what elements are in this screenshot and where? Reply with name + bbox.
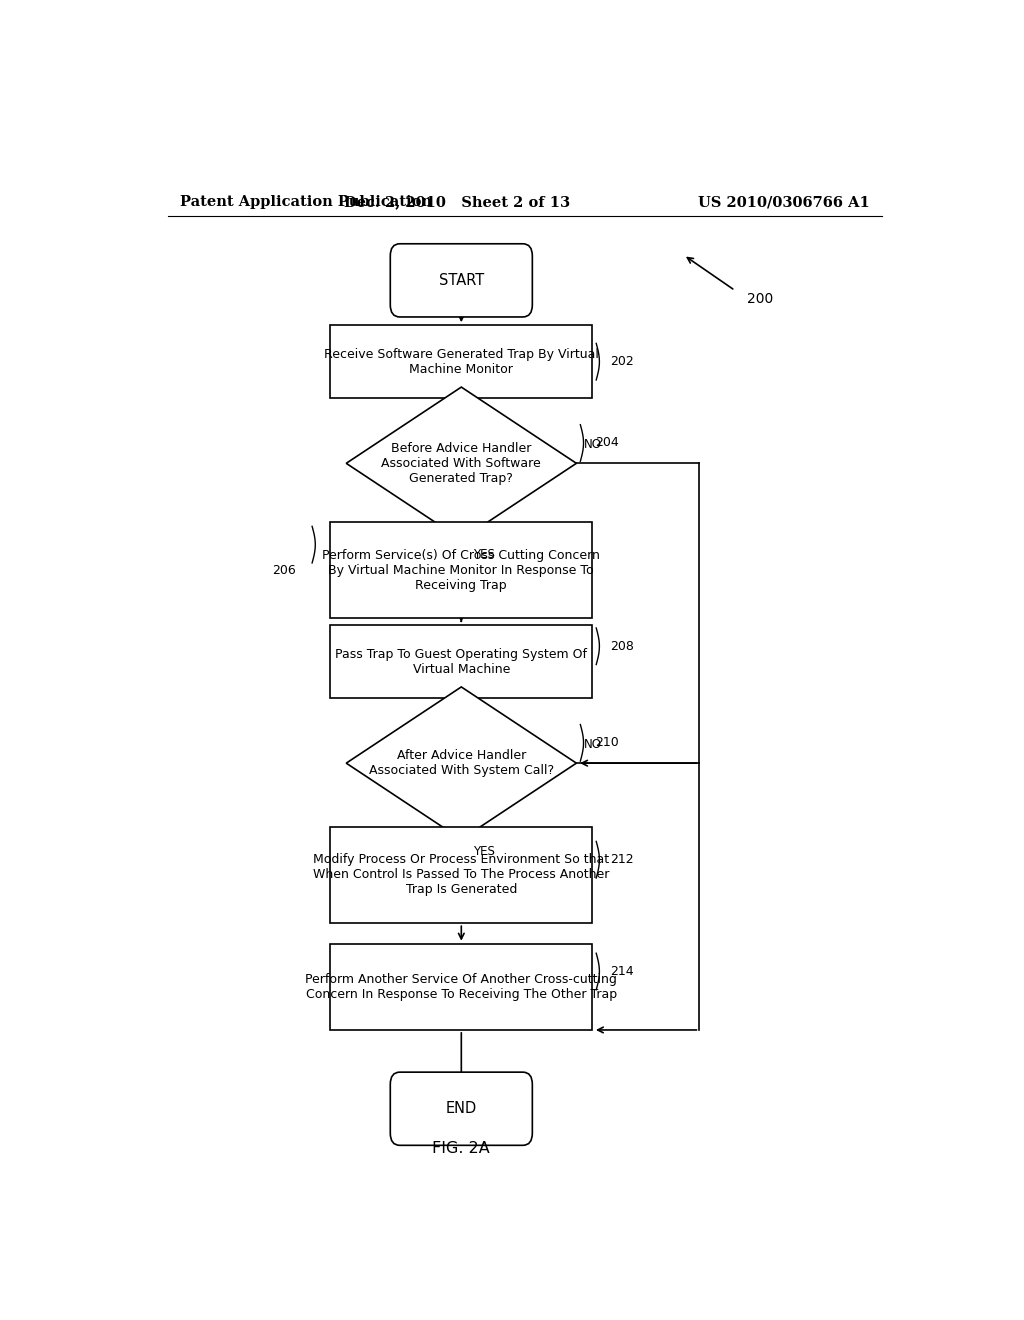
Bar: [331, 944, 592, 1030]
Text: Perform Another Service Of Another Cross-cutting
Concern In Response To Receivin: Perform Another Service Of Another Cross…: [305, 973, 617, 1001]
Text: END: END: [445, 1101, 477, 1117]
Text: 208: 208: [610, 640, 635, 653]
Bar: [331, 521, 592, 618]
Polygon shape: [346, 387, 577, 540]
Text: Before Advice Handler
Associated With Software
Generated Trap?: Before Advice Handler Associated With So…: [381, 442, 542, 484]
Bar: [331, 826, 592, 923]
Text: NO: NO: [585, 738, 602, 751]
Text: 214: 214: [610, 965, 634, 978]
FancyBboxPatch shape: [390, 244, 532, 317]
Text: Modify Process Or Process Environment So that
When Control Is Passed To The Proc: Modify Process Or Process Environment So…: [313, 854, 609, 896]
Text: 206: 206: [272, 564, 296, 577]
Bar: [331, 624, 592, 698]
Text: After Advice Handler
Associated With System Call?: After Advice Handler Associated With Sys…: [369, 750, 554, 777]
FancyBboxPatch shape: [390, 1072, 532, 1146]
Text: Dec. 2, 2010   Sheet 2 of 13: Dec. 2, 2010 Sheet 2 of 13: [344, 195, 570, 209]
Text: 212: 212: [610, 853, 634, 866]
Text: 202: 202: [610, 355, 634, 368]
Text: NO: NO: [585, 438, 602, 451]
Text: Receive Software Generated Trap By Virtual
Machine Monitor: Receive Software Generated Trap By Virtu…: [324, 347, 599, 376]
Text: FIG. 2A: FIG. 2A: [432, 1140, 490, 1156]
Text: 204: 204: [595, 437, 618, 450]
Polygon shape: [346, 686, 577, 840]
Text: Pass Trap To Guest Operating System Of
Virtual Machine: Pass Trap To Guest Operating System Of V…: [335, 648, 588, 676]
Text: YES: YES: [473, 846, 495, 858]
Text: US 2010/0306766 A1: US 2010/0306766 A1: [698, 195, 870, 209]
Text: YES: YES: [473, 548, 495, 561]
Text: 200: 200: [748, 292, 773, 306]
Text: Patent Application Publication: Patent Application Publication: [179, 195, 431, 209]
Text: Perform Service(s) Of Cross Cutting Concern
By Virtual Machine Monitor In Respon: Perform Service(s) Of Cross Cutting Conc…: [323, 549, 600, 591]
Text: 210: 210: [595, 737, 618, 750]
Text: START: START: [438, 273, 484, 288]
Bar: [331, 325, 592, 399]
